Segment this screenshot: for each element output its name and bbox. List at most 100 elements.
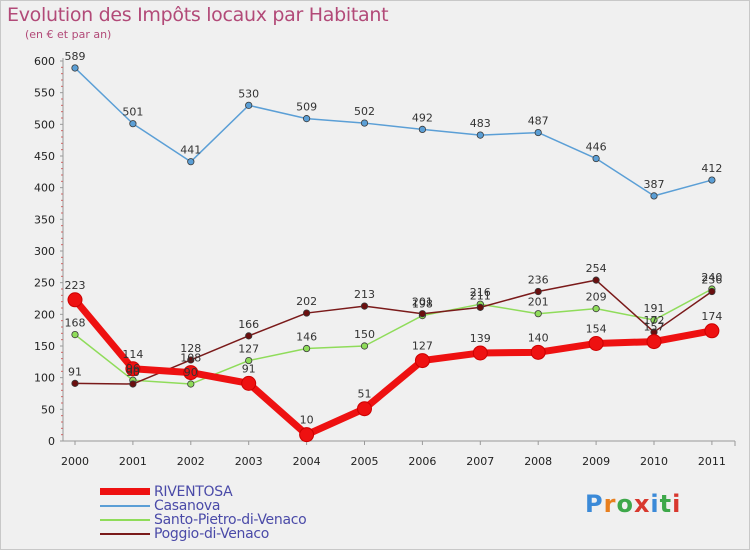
data-point <box>245 332 253 340</box>
series-line <box>74 67 713 197</box>
data-label: 91 <box>242 362 256 375</box>
x-tick-label: 2004 <box>293 455 321 468</box>
data-label: 91 <box>68 365 82 378</box>
data-point <box>704 323 720 339</box>
data-point <box>360 119 369 127</box>
data-label: 157 <box>644 321 665 334</box>
data-point <box>245 101 253 109</box>
data-label: 146 <box>296 331 317 344</box>
legend-item: Poggio-di-Venaco <box>100 526 400 542</box>
data-label: 236 <box>701 274 722 287</box>
y-tick-label: 200 <box>34 308 55 321</box>
data-point <box>71 64 79 72</box>
series-line <box>74 288 713 385</box>
data-point <box>360 302 369 310</box>
series-riventosa <box>67 292 720 443</box>
data-label: 140 <box>528 331 549 344</box>
data-point <box>302 344 311 353</box>
proxiti-logo: Proxiti <box>585 490 682 518</box>
data-point <box>418 125 426 133</box>
data-label: 211 <box>470 289 491 302</box>
y-tick-label: 250 <box>34 277 55 290</box>
legend-swatch <box>100 488 150 495</box>
data-labels-layer: 589 501 441 530 509 502 492 483 487 446 387 412 168 9… <box>65 50 723 427</box>
data-label: 166 <box>238 318 259 331</box>
legend-label: Santo-Pietro-di-Venaco <box>154 512 307 528</box>
data-point <box>187 356 195 364</box>
data-point <box>650 192 658 200</box>
data-point <box>650 316 658 324</box>
data-point <box>125 361 141 377</box>
x-tick-label: 2008 <box>524 455 552 468</box>
data-point <box>67 292 83 308</box>
data-point <box>472 345 488 361</box>
y-tick-label: 500 <box>34 118 55 131</box>
data-point <box>299 427 315 443</box>
data-label: 90 <box>184 366 198 379</box>
data-point <box>183 365 199 381</box>
data-point <box>476 131 484 139</box>
data-label: 128 <box>180 342 201 355</box>
data-label: 168 <box>65 317 86 330</box>
series-layer <box>67 64 720 443</box>
x-tick-label: 2000 <box>61 455 89 468</box>
legend-label: Casanova <box>154 498 221 514</box>
legend-swatch <box>100 533 150 535</box>
data-label: 139 <box>470 332 491 345</box>
data-label: 209 <box>586 291 607 304</box>
y-tick-label: 100 <box>34 372 55 385</box>
y-tick-label: 400 <box>34 182 55 195</box>
x-tick-label: 2005 <box>351 455 379 468</box>
data-label: 108 <box>180 352 201 365</box>
data-point <box>592 154 600 163</box>
data-point <box>534 310 542 318</box>
data-point <box>418 310 426 318</box>
data-point <box>302 309 311 317</box>
data-point <box>360 342 369 350</box>
axes: 0 50 100 150 200 250 300 350 400 450 500 550 600 2000… <box>34 55 736 468</box>
series-poggio-di-venaco <box>71 276 716 388</box>
data-label: 202 <box>296 295 317 308</box>
y-tick-label: 450 <box>34 150 55 163</box>
data-point <box>476 303 484 311</box>
data-point <box>530 344 546 360</box>
data-label: 589 <box>65 50 86 63</box>
data-label: 530 <box>238 87 259 100</box>
data-label: 90 <box>126 366 140 379</box>
data-label: 240 <box>701 271 722 284</box>
data-label: 191 <box>644 302 665 315</box>
series-line <box>74 279 713 385</box>
legend-item: Santo-Pietro-di-Venaco <box>100 512 400 528</box>
y-tick-label: 350 <box>34 213 55 226</box>
chart-title: Evolution des Impôts locaux par Habitant <box>7 4 389 26</box>
x-tick-label: 2001 <box>119 455 147 468</box>
data-label: 236 <box>528 274 549 287</box>
data-label: 501 <box>122 106 143 119</box>
x-tick-label: 2002 <box>177 455 205 468</box>
data-label: 201 <box>528 296 549 309</box>
data-point <box>71 330 79 339</box>
data-label: 127 <box>238 343 259 356</box>
x-tick-label: 2007 <box>466 455 494 468</box>
series-casanova <box>71 64 716 200</box>
data-label: 509 <box>296 101 317 114</box>
legend-item: RIVENTOSA <box>100 484 400 500</box>
data-point <box>302 115 311 123</box>
data-point <box>414 353 430 369</box>
data-label: 51 <box>358 388 372 401</box>
x-tick-label: 2003 <box>235 455 263 468</box>
y-tick-label: 550 <box>34 87 55 100</box>
data-label: 412 <box>701 162 722 175</box>
y-tick-label: 0 <box>48 435 55 448</box>
data-label: 174 <box>701 310 722 323</box>
data-point <box>357 401 372 417</box>
data-point <box>708 287 716 296</box>
data-label: 172 <box>644 314 665 327</box>
data-label: 154 <box>586 322 607 335</box>
data-label: 127 <box>412 340 433 353</box>
y-tick-label: 150 <box>34 340 55 353</box>
data-point <box>588 335 604 351</box>
data-point <box>187 158 195 166</box>
x-tick-label: 2006 <box>408 455 436 468</box>
